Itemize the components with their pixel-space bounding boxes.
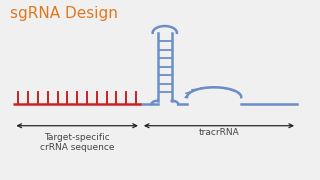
Text: sgRNA Design: sgRNA Design — [10, 6, 118, 21]
Text: Target-specific
crRNA sequence: Target-specific crRNA sequence — [40, 133, 115, 152]
Text: tracrRNA: tracrRNA — [199, 127, 239, 136]
